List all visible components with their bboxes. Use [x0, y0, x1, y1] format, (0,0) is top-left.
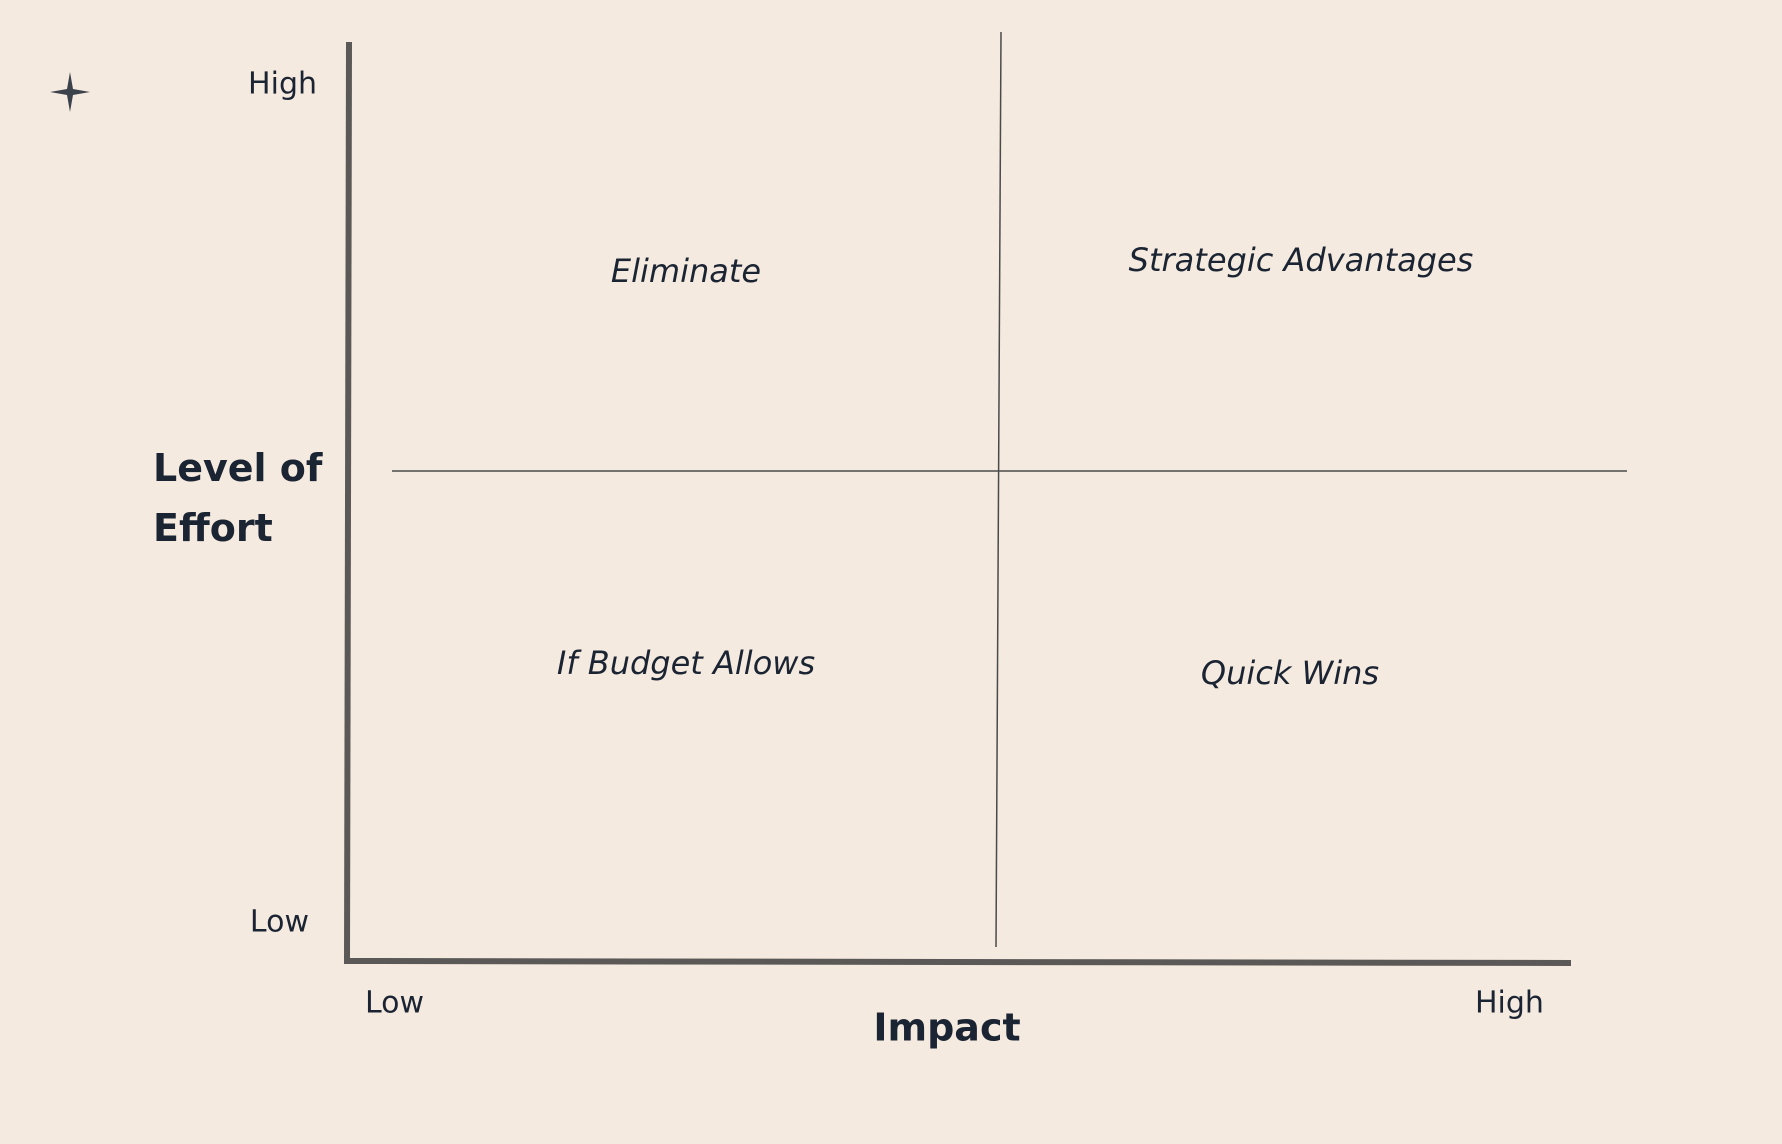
y-axis	[344, 41, 352, 964]
quadrant-label: Eliminate	[611, 252, 761, 290]
x-axis-title: Impact	[873, 1006, 1020, 1050]
x-high-label: High	[1475, 986, 1544, 1021]
y-high-label: High	[248, 67, 317, 102]
sparkle-icon	[50, 72, 90, 112]
vertical-divider	[995, 31, 1002, 948]
x-low-label: Low	[365, 986, 424, 1021]
x-axis	[343, 958, 1572, 966]
y-axis-title: Level of Effort	[153, 446, 323, 550]
quadrant-label: Strategic Advantages	[1129, 241, 1474, 279]
quadrant-label: If Budget Allows	[557, 644, 815, 682]
y-low-label: Low	[250, 905, 309, 940]
quadrant-label: Quick Wins	[1201, 654, 1379, 692]
